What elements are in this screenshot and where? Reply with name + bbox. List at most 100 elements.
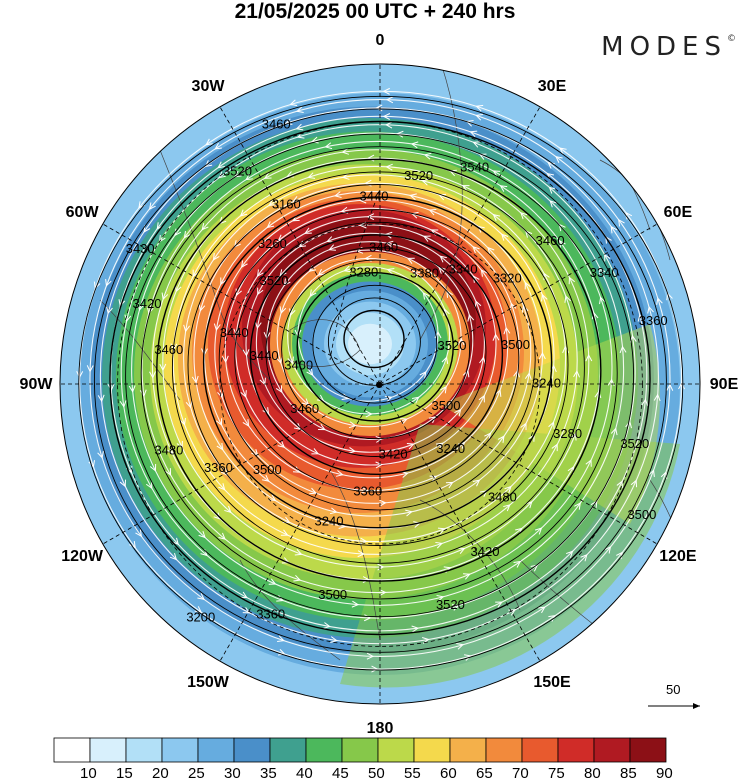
streamline-arrow bbox=[407, 257, 415, 264]
streamline-arrow bbox=[439, 255, 447, 263]
streamline-arrow bbox=[477, 225, 485, 233]
meridian bbox=[102, 383, 381, 545]
streamline-arrow bbox=[143, 225, 151, 233]
colorbar-tick-label: 50 bbox=[368, 765, 385, 782]
contour-label: 3340 bbox=[449, 261, 478, 276]
streamline-arrow bbox=[423, 152, 432, 160]
streamline-arrow bbox=[183, 324, 191, 333]
streamline-arrow bbox=[428, 416, 437, 424]
streamline-arrow bbox=[538, 351, 546, 360]
streamline-arrow bbox=[524, 281, 531, 290]
streamline-arrow bbox=[524, 372, 532, 380]
streamline-arrow bbox=[568, 276, 575, 285]
longitude-label-120w: 120W bbox=[61, 548, 104, 565]
coastline bbox=[99, 299, 181, 401]
streamline-arrow bbox=[261, 474, 270, 482]
streamline bbox=[193, 182, 555, 530]
streamline-arrow bbox=[364, 179, 372, 187]
streamline-arrow bbox=[254, 321, 262, 330]
streamline-arrow bbox=[474, 300, 482, 308]
streamline-arrow bbox=[570, 432, 577, 441]
streamline-arrow bbox=[534, 527, 543, 535]
streamline-arrow bbox=[268, 578, 277, 585]
contour-line bbox=[78, 95, 684, 671]
streamline-arrow bbox=[309, 487, 317, 495]
colorbar-swatch bbox=[629, 737, 667, 763]
streamline-arrow bbox=[653, 393, 661, 402]
streamline-arrow bbox=[198, 530, 206, 539]
streamline-arrow bbox=[421, 178, 430, 186]
streamline-arrow bbox=[343, 265, 352, 273]
streamline-arrow bbox=[400, 418, 408, 425]
streamline-arrow bbox=[610, 225, 618, 234]
contour-label: 3460 bbox=[290, 401, 319, 416]
streamline-arrow bbox=[472, 246, 480, 254]
streamline-arrow bbox=[503, 326, 511, 335]
streamline-arrow bbox=[311, 448, 320, 455]
streamline-arrow bbox=[441, 356, 449, 364]
streamline-arrow bbox=[492, 213, 501, 221]
streamlines bbox=[76, 87, 685, 673]
streamline-arrow bbox=[279, 269, 287, 277]
streamline-arrow bbox=[422, 291, 430, 300]
colorbar-tick-label: 20 bbox=[152, 765, 169, 782]
contour-label: 3520 bbox=[404, 168, 433, 183]
streamline-arrow bbox=[213, 512, 221, 520]
streamline-arrow bbox=[487, 246, 495, 255]
colorbar-swatch bbox=[413, 737, 451, 763]
streamline-arrow bbox=[405, 509, 413, 517]
colorbar-tick-label: 10 bbox=[80, 765, 97, 782]
streamline-arrow bbox=[171, 537, 179, 546]
streamline-arrow bbox=[610, 427, 618, 436]
streamline-arrow bbox=[213, 323, 221, 332]
contour-label: 3460 bbox=[369, 239, 398, 254]
longitude-label-180: 180 bbox=[367, 720, 394, 737]
streamline-arrow bbox=[384, 231, 393, 239]
streamline-arrow bbox=[641, 398, 649, 407]
contour-label: 3500 bbox=[253, 462, 282, 477]
streamline-arrow bbox=[594, 390, 602, 399]
streamline-arrow bbox=[678, 381, 685, 390]
streamline bbox=[214, 199, 532, 504]
streamline-arrow bbox=[548, 186, 557, 194]
contour-line bbox=[171, 171, 585, 564]
contour-label: 3420 bbox=[471, 544, 500, 559]
colorbar-swatch bbox=[53, 737, 91, 763]
streamline-arrow bbox=[216, 442, 224, 451]
contour-label: 3520 bbox=[223, 163, 252, 178]
streamline-arrow bbox=[293, 423, 302, 431]
contour-line bbox=[312, 284, 438, 404]
streamline-arrow bbox=[239, 209, 248, 217]
streamline-arrow bbox=[284, 118, 293, 125]
streamline-arrow bbox=[351, 600, 360, 608]
colorbar-tick-label: 35 bbox=[260, 765, 277, 782]
streamline-arrow bbox=[616, 480, 623, 489]
streamline-arrow bbox=[410, 141, 419, 149]
streamline-arrow bbox=[217, 161, 225, 169]
streamline-arrow bbox=[240, 591, 248, 599]
streamline-arrow bbox=[375, 461, 383, 469]
streamline-arrow bbox=[277, 440, 286, 449]
streamline-arrow bbox=[251, 448, 259, 457]
streamline-arrow bbox=[362, 576, 371, 583]
streamline-arrow bbox=[604, 546, 612, 554]
meridian bbox=[219, 106, 381, 385]
contour-label: 3240 bbox=[436, 441, 465, 456]
streamline-arrow bbox=[146, 306, 154, 315]
streamline-arrow bbox=[304, 227, 312, 234]
colorbar-swatch bbox=[485, 737, 523, 763]
streamline bbox=[255, 232, 485, 453]
streamline-arrow bbox=[183, 231, 191, 239]
streamline-arrow bbox=[585, 459, 592, 467]
streamline bbox=[110, 115, 648, 632]
streamline-arrow bbox=[365, 410, 373, 418]
longitude-label-60w: 60W bbox=[66, 204, 100, 221]
streamline-arrow bbox=[504, 485, 512, 494]
contour-label: 3320 bbox=[493, 271, 522, 286]
colorbar-swatch bbox=[521, 737, 559, 763]
colorbar-swatch bbox=[593, 737, 631, 763]
streamline-arrow bbox=[548, 421, 555, 429]
streamline-arrow bbox=[164, 468, 172, 476]
streamline-arrow bbox=[295, 123, 304, 131]
streamline bbox=[120, 124, 636, 619]
